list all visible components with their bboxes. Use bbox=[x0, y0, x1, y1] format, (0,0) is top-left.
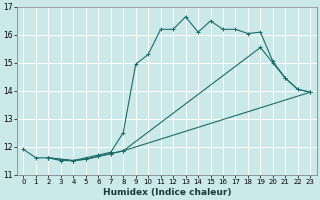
X-axis label: Humidex (Indice chaleur): Humidex (Indice chaleur) bbox=[103, 188, 231, 197]
